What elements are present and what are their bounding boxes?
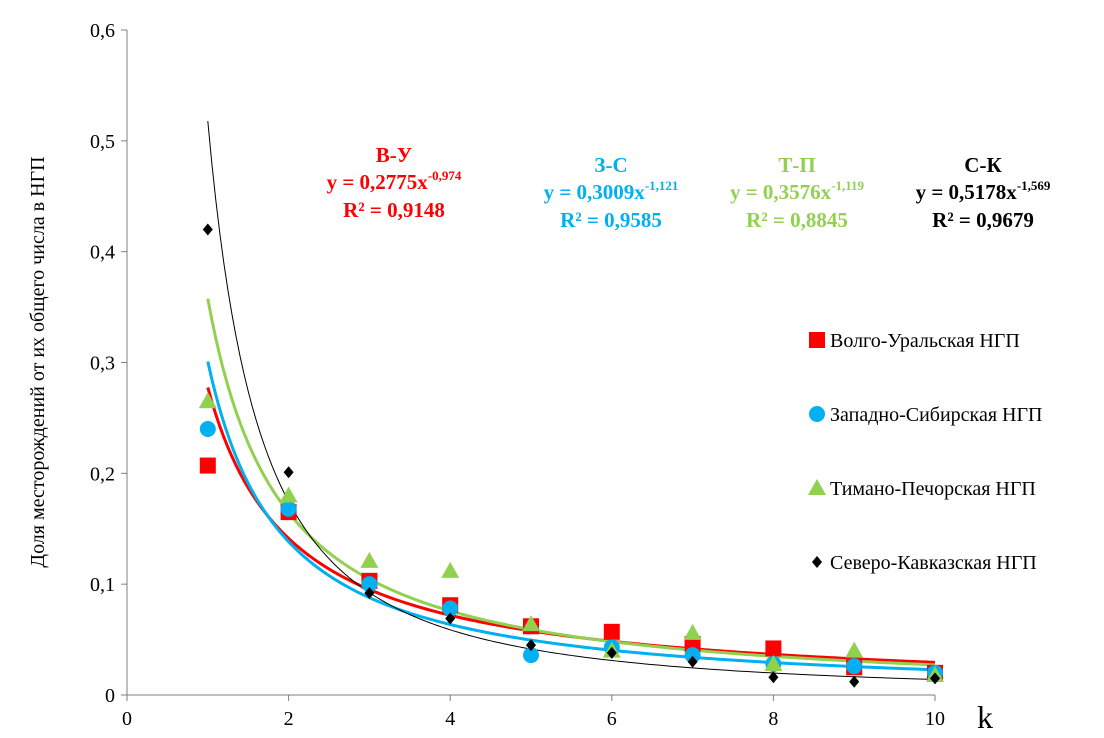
legend-entry-2: Западно-Сибирская НГП (809, 404, 1043, 426)
x-tick-label: 4 (445, 708, 455, 730)
legend-label: Западно-Сибирская НГП (830, 404, 1043, 426)
annotation-title: Т-П (778, 153, 815, 177)
data-point-s4-3 (364, 587, 375, 600)
x-tick-label: 10 (925, 708, 945, 730)
data-point-s4-4 (445, 612, 456, 625)
data-points (198, 223, 944, 688)
data-point-s3-1 (198, 392, 217, 409)
trend-line-3 (206, 298, 936, 667)
annotation-equation-exponent: -1,119 (831, 178, 864, 193)
legend-marker-circle (809, 406, 825, 422)
legend-entry-1: Волго-Уральская НГП (809, 330, 1020, 352)
legend: Волго-Уральская НГП Западно-Сибирская НГП… (808, 330, 1043, 574)
data-point-s4-10 (930, 672, 940, 685)
y-tick-label: 0,3 (90, 353, 115, 375)
annotation-equation-base: y = 0,2775x (327, 170, 429, 194)
annotation-title: З-С (594, 153, 627, 177)
annotation-r2: R² = 0,9585 (560, 208, 662, 232)
annotation-equation-exponent: -1,121 (645, 178, 679, 193)
data-point-s3-8 (764, 654, 783, 671)
annotation-equation: y = 0,5178x-1,569 (916, 178, 1051, 204)
data-point-s3-7 (683, 623, 702, 640)
data-point-s2-1 (199, 421, 216, 437)
annotation-equation: y = 0,3576x-1,119 (730, 178, 865, 204)
data-point-s1-1 (199, 457, 216, 474)
trend-line-4 (207, 121, 936, 681)
legend-label: Волго-Уральская НГП (830, 330, 1020, 352)
data-point-s4-7 (687, 655, 698, 668)
data-point-s1-8 (765, 640, 782, 657)
annotation-r2: R² = 0,9679 (932, 208, 1034, 232)
data-point-s4-9 (849, 675, 860, 688)
x-axis-label: k (977, 699, 993, 735)
data-point-s3-5 (522, 615, 540, 632)
x-tick-label: 0 (122, 708, 132, 730)
data-point-s4-8 (768, 671, 779, 684)
data-point-s1-7 (684, 636, 701, 653)
annotation-equation-base: y = 0,3009x (544, 180, 646, 204)
data-point-s4-1 (202, 223, 213, 236)
data-point-s4-2 (283, 466, 294, 479)
data-point-s3-2 (279, 486, 298, 503)
y-tick-label: 0,2 (90, 463, 115, 485)
y-tick-label: 0,5 (90, 131, 115, 153)
annotation-equation: y = 0,2775x-0,974 (327, 168, 462, 194)
annotation-r2: R² = 0,9148 (343, 198, 445, 222)
data-point-s2-7 (684, 647, 701, 664)
legend-label: Тимано-Печорская НГП (830, 478, 1036, 500)
y-tick-label: 0,4 (90, 242, 115, 264)
annotation-equation-exponent: -1,569 (1017, 178, 1051, 193)
annotation-equation-base: y = 0,5178x (916, 180, 1018, 204)
data-point-s2-3 (361, 576, 378, 593)
x-tick-label: 8 (768, 708, 778, 730)
legend-marker-diamond (812, 556, 822, 568)
data-point-s1-6 (603, 623, 620, 640)
data-point-s4-6 (606, 646, 617, 659)
data-point-s4-5 (526, 639, 536, 652)
y-tick-label: 0 (105, 685, 115, 707)
annotation-title: В-У (376, 143, 412, 167)
y-tick-label: 0,1 (90, 574, 115, 596)
annotation-equation: y = 0,3009x-1,121 (544, 178, 679, 204)
axes: 0 0,1 0,2 0,3 0,4 0,5 0,6 0 2 4 6 8 10 k Доля месторож… (27, 20, 993, 735)
y-axis-label: Доля месторождений от их общего числа в … (27, 156, 49, 567)
legend-marker-triangle (808, 479, 826, 495)
trend-lines (206, 121, 936, 681)
y-tick-label: 0,6 (90, 20, 115, 42)
data-point-s3-3 (360, 551, 379, 568)
annotation-r2: R² = 0,8845 (746, 208, 848, 232)
legend-entry-4: Северо-Кавказская НГП (812, 552, 1037, 574)
annotation-title: С-К (964, 153, 1002, 177)
data-point-s2-2 (280, 500, 297, 517)
annotation-equation-exponent: -0,974 (428, 168, 462, 183)
data-point-s3-9 (845, 641, 864, 658)
data-point-s2-9 (846, 658, 863, 675)
data-point-s2-5 (523, 647, 539, 664)
trend-line-1 (206, 387, 936, 664)
annotation-equation-base: y = 0,3576x (730, 180, 832, 204)
legend-label: Северо-Кавказская НГП (830, 552, 1037, 574)
trend-line-2 (206, 361, 936, 672)
data-point-s2-4 (442, 600, 459, 617)
x-tick-label: 2 (284, 708, 294, 730)
data-point-s3-4 (441, 561, 460, 578)
legend-marker-square (809, 332, 825, 348)
legend-entry-3: Тимано-Печорская НГП (808, 478, 1036, 500)
x-tick-label: 6 (607, 708, 617, 730)
